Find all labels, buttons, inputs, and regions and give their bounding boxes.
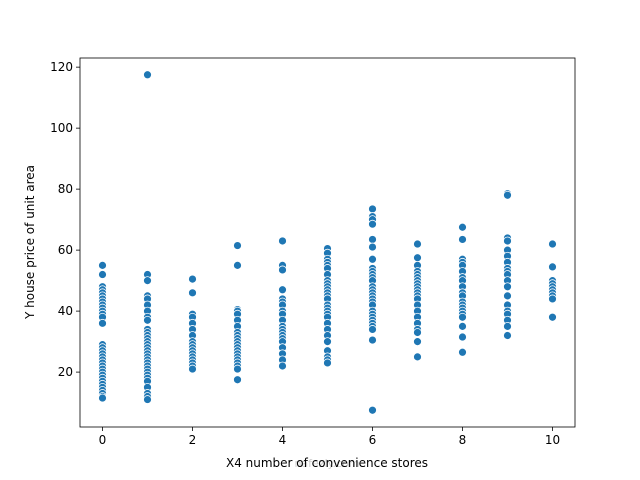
point — [548, 312, 557, 322]
point — [548, 294, 557, 304]
point — [503, 282, 512, 292]
y-tick-label: 20 — [58, 365, 73, 379]
point — [188, 288, 197, 298]
point — [368, 325, 377, 334]
point — [368, 204, 377, 214]
point — [188, 364, 197, 374]
point — [413, 352, 422, 362]
point — [503, 236, 512, 246]
point — [458, 222, 467, 232]
point — [413, 239, 422, 249]
point — [143, 276, 152, 286]
point — [323, 358, 332, 368]
point — [233, 364, 242, 374]
point — [368, 335, 377, 345]
point — [458, 235, 467, 244]
point — [233, 260, 242, 270]
point — [458, 347, 467, 357]
point — [503, 321, 512, 331]
point — [278, 265, 287, 275]
point — [368, 235, 377, 244]
point — [233, 375, 242, 385]
point — [413, 328, 422, 337]
x-tick-label: 8 — [459, 433, 467, 447]
point — [458, 312, 467, 322]
point — [98, 318, 107, 328]
point — [503, 331, 512, 340]
point — [503, 190, 512, 200]
y-axis-label: Y house price of unit area — [23, 165, 37, 320]
point — [188, 274, 197, 284]
point — [143, 70, 152, 80]
point — [98, 260, 107, 270]
point — [278, 285, 287, 295]
x-tick-label: 0 — [99, 433, 107, 447]
point — [278, 236, 287, 246]
y-tick-label: 80 — [58, 182, 73, 196]
x-tick-label: 4 — [279, 433, 287, 447]
x-axis-label: X4 number of convenience stores — [226, 456, 428, 470]
point — [98, 393, 107, 403]
point — [413, 337, 422, 347]
point — [98, 270, 107, 279]
y-tick-label: 100 — [50, 121, 73, 135]
point — [278, 361, 287, 371]
plot-frame — [79, 57, 576, 428]
point — [503, 291, 512, 301]
point — [233, 241, 242, 250]
point — [368, 219, 377, 229]
x-tick-label: 6 — [369, 433, 377, 447]
y-tick-label: 60 — [58, 243, 73, 257]
point — [323, 337, 332, 347]
y-tick-label: 120 — [50, 60, 73, 74]
x-tick-label: 10 — [545, 433, 560, 447]
point — [143, 395, 152, 404]
watermark: nafezly.com — [294, 457, 359, 470]
y-tick-label: 40 — [58, 304, 73, 318]
point — [548, 262, 557, 272]
x-tick-label: 2 — [189, 433, 197, 447]
point — [368, 242, 377, 252]
point — [413, 253, 422, 263]
point — [458, 321, 467, 331]
point — [368, 405, 377, 415]
point — [143, 315, 152, 325]
point — [458, 332, 467, 342]
point — [548, 239, 557, 249]
point — [368, 254, 377, 264]
